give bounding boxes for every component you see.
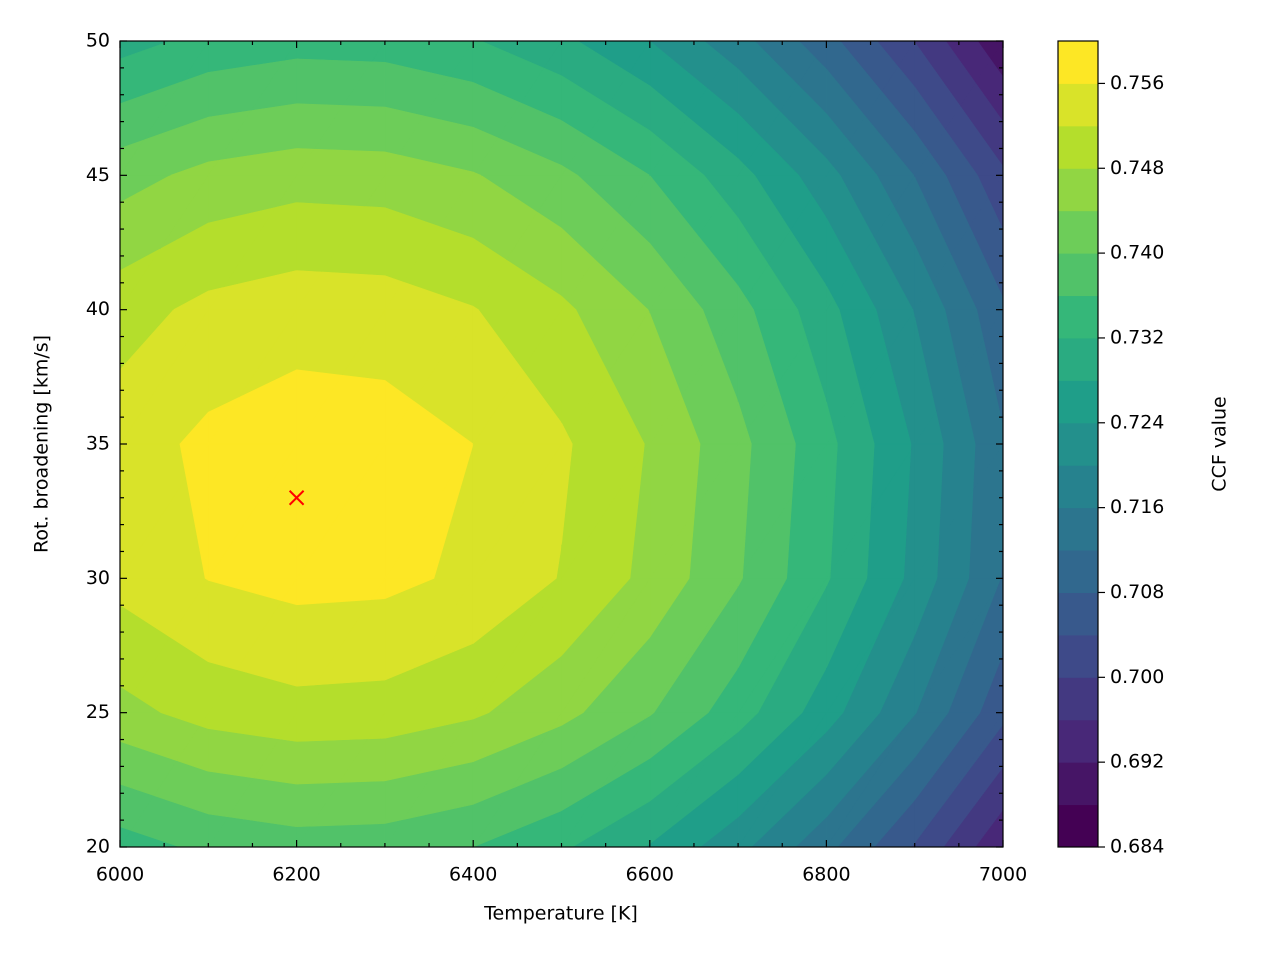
colorbar-tick-label: 0.756 <box>1110 72 1164 94</box>
contour-band <box>826 157 833 177</box>
colorbar-band <box>1058 550 1098 593</box>
contour-band <box>649 129 670 177</box>
y-tick-label: 35 <box>86 433 110 455</box>
colorbar-band <box>1058 507 1098 551</box>
contour-band <box>561 164 567 177</box>
x-tick-label: 6200 <box>272 864 320 886</box>
colorbar-band <box>1058 210 1098 254</box>
x-tick-label: 6400 <box>449 864 497 886</box>
y-tick-label: 30 <box>86 567 110 589</box>
colorbar-band <box>1058 253 1098 297</box>
contour-fills <box>119 39 1004 849</box>
contour-band <box>561 295 568 311</box>
y-tick-label: 20 <box>86 836 110 858</box>
colorbar-band <box>1058 337 1098 381</box>
colorbar-tick-label: 0.748 <box>1110 157 1164 179</box>
colorbar-label: CCF value <box>1209 396 1231 491</box>
contour-band <box>737 157 746 177</box>
colorbar-band <box>1058 677 1098 721</box>
colorbar-tick-label: 0.716 <box>1110 496 1164 518</box>
best-fit-marker <box>288 490 305 506</box>
contour-band <box>826 285 834 311</box>
colorbar-tick-label: 0.724 <box>1110 411 1164 433</box>
colorbar-band <box>1058 719 1098 763</box>
contour-band <box>649 313 682 446</box>
colorbar-band <box>1058 168 1098 212</box>
colorbar-band <box>1058 125 1098 169</box>
y-tick-label: 45 <box>86 164 110 186</box>
y-tick-label: 25 <box>86 701 110 723</box>
colorbar-tick-label: 0.708 <box>1110 581 1164 603</box>
colorbar-band <box>1058 804 1098 848</box>
colorbar-band <box>1058 465 1098 509</box>
y-axis-label: Rot. broadening [km/s] <box>31 335 53 553</box>
x-tick-label: 6000 <box>96 864 144 886</box>
colorbar-band <box>1058 592 1098 636</box>
x-tick-label: 7000 <box>979 864 1027 886</box>
contour-band <box>472 171 476 177</box>
colorbar-tick-label: 0.684 <box>1110 836 1164 858</box>
contour-band <box>561 422 568 446</box>
contour-band <box>296 270 322 311</box>
y-tick-label: 50 <box>86 30 110 52</box>
colorbar-band <box>1058 422 1098 466</box>
contour-band <box>384 151 399 177</box>
contour-band <box>208 396 240 446</box>
contour-band <box>208 287 224 311</box>
colorbar-frame <box>1057 40 1099 848</box>
contour-band <box>914 130 930 177</box>
colorbar-tick-label: 0.700 <box>1110 666 1164 688</box>
colorbar-tick-label: 0.732 <box>1110 326 1164 348</box>
colorbar-band <box>1058 295 1098 339</box>
x-axis-label: Temperature [K] <box>483 903 638 925</box>
contour-band <box>296 148 315 177</box>
colorbar-band <box>1058 41 1098 84</box>
contour-band <box>649 242 675 311</box>
contour-band <box>914 244 933 311</box>
x-tick-label: 6600 <box>626 864 674 886</box>
x-tick-label: 6800 <box>802 864 850 886</box>
y-tick-label: 40 <box>86 298 110 320</box>
contour-band <box>737 284 747 311</box>
contour-band <box>296 369 343 446</box>
colorbar-tick-label: 0.692 <box>1110 751 1164 773</box>
contour-band <box>737 401 748 446</box>
contour-band <box>384 379 414 446</box>
contour-band <box>208 160 219 177</box>
colorbar-band <box>1058 83 1098 127</box>
colorbar-tick-label: 0.740 <box>1110 242 1164 264</box>
colorbar-band <box>1058 762 1098 806</box>
colorbar-band <box>1058 380 1098 424</box>
contour-band <box>826 401 835 446</box>
contour-band <box>472 305 476 311</box>
contour-band <box>384 275 404 311</box>
colorbar-band <box>1058 634 1098 678</box>
contour-band <box>914 316 937 446</box>
